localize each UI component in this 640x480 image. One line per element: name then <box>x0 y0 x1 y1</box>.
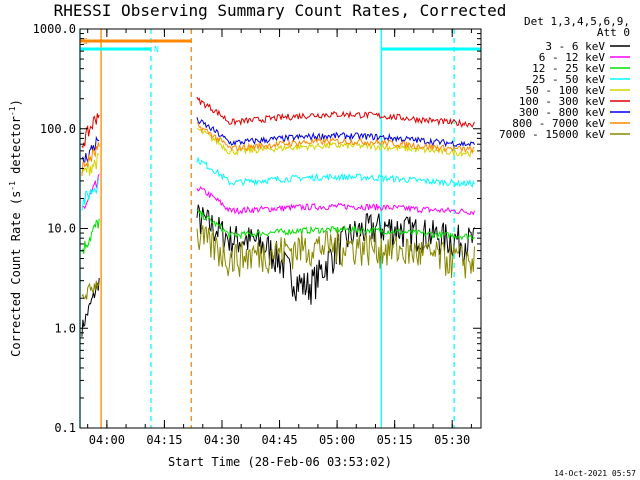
series-line <box>81 113 100 149</box>
legend-entry-label: 7000 - 15000 keV <box>499 128 605 141</box>
series-line <box>81 280 100 300</box>
series-line <box>81 178 100 211</box>
y-tick-label: 1000.0 <box>33 22 76 36</box>
legend-entry-label: 12 - 25 keV <box>532 62 605 75</box>
footer-stamp: 14-Oct-2021 05:57 <box>554 469 636 478</box>
flag-label-n: N <box>154 45 159 54</box>
series-line <box>81 153 100 177</box>
series-line <box>196 157 475 188</box>
series-line <box>81 277 100 337</box>
y-axis: 1000.0 100.0 10.0 1.0 0.1 <box>33 22 481 435</box>
x-tick-label: 05:30 <box>434 433 470 447</box>
plot-area: SN <box>79 29 481 428</box>
x-tick-label: 05:15 <box>377 433 413 447</box>
x-tick-label: 04:00 <box>89 433 125 447</box>
x-tick-label: 04:30 <box>204 433 240 447</box>
series-line <box>81 218 100 254</box>
y-tick-label: 10.0 <box>47 222 76 236</box>
series-line <box>81 142 100 177</box>
chart-title: RHESSI Observing Summary Count Rates, Co… <box>54 1 507 20</box>
series-line <box>196 225 475 279</box>
legend-entry-label: 25 - 50 keV <box>532 73 605 86</box>
x-tick-label: 04:15 <box>146 433 182 447</box>
series-line <box>196 185 475 216</box>
series-line <box>81 173 100 210</box>
x-axis: 04:00 04:15 04:30 04:45 05:00 05:15 05:30 <box>87 29 472 447</box>
series-line <box>196 96 475 128</box>
plot-frame <box>79 28 482 429</box>
legend-entry-label: 3 - 6 keV <box>545 40 605 53</box>
legend-header-line1: Det 1,3,4,5,6,9, <box>524 15 630 28</box>
y-axis-label: Corrected Count Rate (s-1 detector-1) <box>8 99 23 357</box>
x-tick-label: 04:45 <box>261 433 297 447</box>
legend-entry-label: 100 - 300 keV <box>519 95 605 108</box>
x-tick-label: 05:00 <box>319 433 355 447</box>
series-line <box>196 117 475 148</box>
y-tick-label: 1.0 <box>54 321 76 335</box>
series-line <box>196 122 475 155</box>
legend-entry-label: 50 - 100 keV <box>526 84 606 97</box>
legend-entry-label: 800 - 7000 keV <box>512 117 605 130</box>
flag-label-s: S <box>83 37 88 46</box>
y-tick-label: 0.1 <box>54 421 76 435</box>
legend-entry-label: 300 - 800 keV <box>519 106 605 119</box>
series-line <box>196 209 475 241</box>
y-tick-label: 100.0 <box>40 122 76 136</box>
legend-header-line2: Att 0 <box>597 26 630 39</box>
x-axis-label: Start Time (28-Feb-06 03:53:02) <box>168 455 392 469</box>
series-line <box>81 135 100 164</box>
legend-entry-label: 6 - 12 keV <box>539 51 606 64</box>
